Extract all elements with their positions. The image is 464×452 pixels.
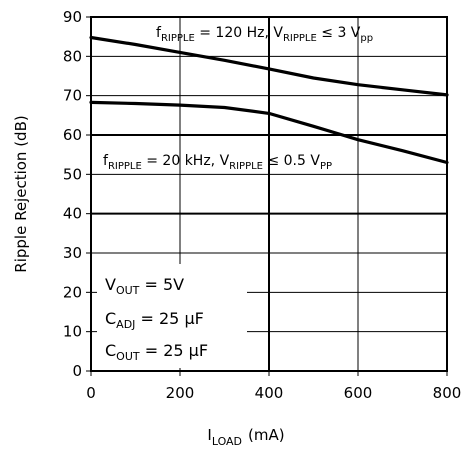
conditions-box-bg [97, 264, 247, 368]
curve-20khz-label: fRIPPLE = 20 kHz, VRIPPLE ≤ 0.5 VPP [103, 153, 332, 172]
tick-labels: 0 10 20 30 40 50 60 70 80 90 0 200 400 600 800 [63, 8, 461, 402]
curve-120hz-label: fRIPPLE = 120 Hz, VRIPPLE ≤ 3 Vpp [156, 25, 373, 44]
y-tick-label-20: 20 [63, 283, 82, 301]
series-line-120hz [89, 35, 449, 97]
y-tick-label-60: 60 [63, 126, 82, 144]
x-axis-label: ILOAD (mA) [207, 426, 284, 448]
y-tick-label-30: 30 [63, 244, 82, 262]
y-axis-label: Ripple Rejection (dB) [12, 115, 30, 272]
x-tick-label-400: 400 [255, 384, 284, 402]
x-tick-label-800: 800 [433, 384, 462, 402]
series-lines [89, 35, 449, 165]
y-tick-label-40: 40 [63, 205, 82, 223]
condition-cout: COUT = 25 μF [105, 341, 208, 363]
condition-vout: VOUT = 5V [105, 275, 184, 297]
y-tick-label-0: 0 [72, 362, 82, 380]
condition-cadj: CADJ = 25 μF [105, 309, 204, 331]
x-tick-label-0: 0 [86, 384, 96, 402]
y-tick-label-80: 80 [63, 47, 82, 65]
y-tick-label-10: 10 [63, 323, 82, 341]
x-tick-label-600: 600 [344, 384, 373, 402]
y-tick-label-70: 70 [63, 87, 82, 105]
y-tick-label-50: 50 [63, 165, 82, 183]
series-line-20khz [89, 100, 449, 165]
y-tick-label-90: 90 [63, 8, 82, 26]
x-tick-label-200: 200 [166, 384, 195, 402]
